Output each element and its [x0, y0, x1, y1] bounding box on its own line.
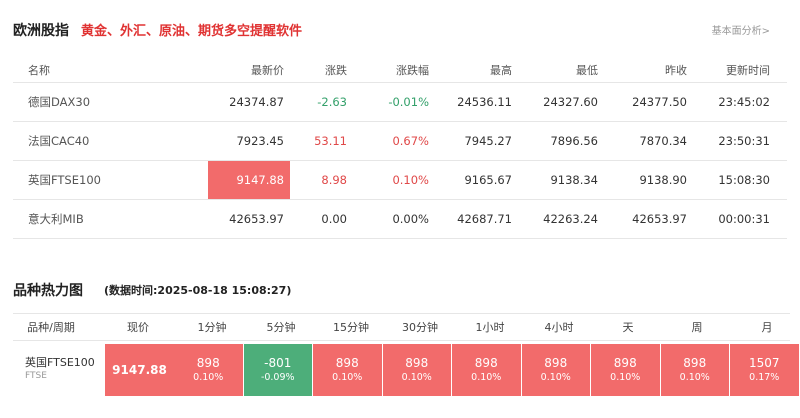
col-5min: 5分钟 — [266, 321, 296, 334]
heat-cell-value: 898 — [613, 356, 637, 370]
heatmap-instrument-code: FTSE — [25, 371, 47, 381]
col-30min: 30分钟 — [402, 321, 438, 334]
high: 7945.27 — [464, 134, 512, 148]
index-name[interactable]: 德国DAX30 — [28, 95, 91, 109]
col-15min: 15分钟 — [333, 321, 369, 334]
high: 24536.11 — [457, 95, 512, 109]
page-header: 欧洲股指 黄金、外汇、原油、期货多空提醒软件 基本面分析> — [0, 0, 800, 44]
heatmap-current-price: 9147.88 — [105, 344, 174, 396]
heat-cell-1h[interactable]: 898 0.10% — [452, 344, 522, 396]
col-change: 涨跌 — [325, 63, 347, 77]
heat-cell-value: 898 — [196, 356, 220, 370]
last-price: 7923.45 — [236, 134, 284, 148]
col-prev: 昨收 — [665, 63, 687, 77]
heat-cell-5min[interactable]: -801 -0.09% — [243, 344, 313, 396]
low: 7896.56 — [550, 134, 598, 148]
heat-cell-pct: 0.10% — [401, 372, 432, 383]
heatmap-table: 品种/周期 现价 1分钟 5分钟 15分钟 30分钟 1小时 4小时 天 周 月 英国FTSE100… — [13, 313, 800, 396]
heatmap-timestamp: (数据时间:2025-08-18 15:08:27) — [104, 284, 292, 297]
heat-cell-pct: 0.10% — [540, 372, 571, 383]
table-row[interactable]: 德国DAX30 24374.87 -2.63 -0.01% 24536.11 24327.… — [13, 83, 787, 122]
promo-link[interactable]: 黄金、外汇、原油、期货多空提醒软件 — [81, 24, 303, 39]
heat-cell-day[interactable]: 898 0.10% — [591, 344, 661, 396]
col-4h: 4小时 — [544, 321, 574, 334]
heat-cell-value: 898 — [683, 356, 707, 370]
heat-cell-1min[interactable]: 898 0.10% — [174, 344, 244, 396]
heatmap-header: 品种/周期 现价 1分钟 5分钟 15分钟 30分钟 1小时 4小时 天 周 月 — [13, 313, 790, 341]
col-pct: 涨跌幅 — [396, 63, 429, 77]
heat-cell-month[interactable]: 1507 0.17% — [730, 344, 800, 396]
table-row[interactable]: 意大利MIB 42653.97 0.00 0.00% 42687.71 42263.24 4… — [13, 200, 787, 239]
col-time: 更新时间 — [726, 63, 770, 77]
index-name[interactable]: 英国FTSE100 — [28, 173, 101, 187]
change: -2.63 — [317, 95, 347, 109]
last-price: 42653.97 — [229, 212, 284, 226]
heat-cell-value: 898 — [335, 356, 359, 370]
prev-close: 42653.97 — [632, 212, 687, 226]
heat-cell-pct: 0.17% — [749, 372, 780, 383]
update-time: 23:45:02 — [718, 95, 770, 109]
table-row[interactable]: 英国FTSE100 9147.88 8.98 0.10% 9165.67 9138.34 9… — [13, 161, 787, 200]
update-time: 15:08:30 — [718, 173, 770, 187]
col-instrument: 品种/周期 — [27, 321, 75, 334]
last-price: 24374.87 — [229, 95, 284, 109]
fundamental-analysis-link[interactable]: 基本面分析> — [711, 26, 770, 37]
heat-cell-15min[interactable]: 898 0.10% — [313, 344, 383, 396]
col-last: 最新价 — [251, 63, 284, 77]
col-day: 天 — [622, 321, 634, 334]
heat-cell-value: 898 — [405, 356, 429, 370]
last-price: 9147.88 — [208, 161, 290, 199]
indices-table: 名称 最新价 涨跌 涨跌幅 最高 最低 昨收 更新时间 德国DAX30 24374… — [13, 57, 787, 239]
low: 9138.34 — [550, 173, 598, 187]
heat-cell-value: -801 — [264, 356, 292, 370]
change-pct: 0.00% — [392, 212, 429, 226]
index-name[interactable]: 意大利MIB — [28, 212, 84, 226]
page-title: 欧洲股指 — [13, 23, 69, 39]
update-time: 00:00:31 — [718, 212, 770, 226]
table-row[interactable]: 法国CAC40 7923.45 53.11 0.67% 7945.27 7896.56 78… — [13, 122, 787, 161]
prev-close: 9138.90 — [639, 173, 687, 187]
prev-close: 24377.50 — [632, 95, 687, 109]
change-pct: 0.67% — [392, 134, 429, 148]
high: 42687.71 — [457, 212, 512, 226]
low: 42263.24 — [543, 212, 598, 226]
col-name: 名称 — [28, 63, 50, 77]
heat-cell-pct: 0.10% — [679, 372, 710, 383]
col-low: 最低 — [576, 63, 598, 77]
col-1h: 1小时 — [475, 321, 505, 334]
heat-cell-value: 898 — [544, 356, 568, 370]
change: 8.98 — [321, 173, 347, 187]
change: 53.11 — [314, 134, 347, 148]
indices-table-header: 名称 最新价 涨跌 涨跌幅 最高 最低 昨收 更新时间 — [13, 57, 787, 83]
heat-cell-30min[interactable]: 898 0.10% — [382, 344, 452, 396]
heat-cell-pct: 0.10% — [332, 372, 363, 383]
col-high: 最高 — [490, 63, 512, 77]
high: 9165.67 — [464, 173, 512, 187]
heatmap-title: 品种热力图 — [13, 283, 83, 299]
heatmap-instrument-name: 英国FTSE100 — [25, 356, 95, 369]
heat-cell-pct: 0.10% — [193, 372, 224, 383]
heat-cell-value: 898 — [474, 356, 498, 370]
change-pct: 0.10% — [392, 173, 429, 187]
col-1min: 1分钟 — [197, 321, 227, 334]
low: 24327.60 — [543, 95, 598, 109]
heat-cell-pct: 0.10% — [471, 372, 502, 383]
index-name[interactable]: 法国CAC40 — [28, 134, 90, 148]
heat-cell-pct: 0.10% — [610, 372, 641, 383]
heatmap-row[interactable]: 英国FTSE100 FTSE 9147.88 898 0.10% -801 -0.09… — [13, 344, 800, 396]
prev-close: 7870.34 — [639, 134, 687, 148]
heat-cell-value: 1507 — [748, 356, 780, 370]
col-week: 周 — [691, 321, 703, 334]
change: 0.00 — [321, 212, 347, 226]
update-time: 23:50:31 — [718, 134, 770, 148]
change-pct: -0.01% — [388, 95, 429, 109]
heat-cell-pct: -0.09% — [260, 372, 295, 383]
heat-cell-week[interactable]: 898 0.10% — [660, 344, 730, 396]
col-price: 现价 — [127, 321, 149, 334]
col-month: 月 — [761, 321, 773, 334]
heat-cell-4h[interactable]: 898 0.10% — [521, 344, 591, 396]
